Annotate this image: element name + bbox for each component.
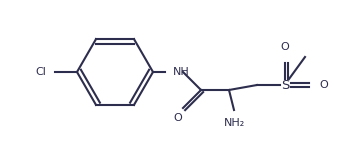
Text: S: S bbox=[281, 78, 289, 91]
Text: O: O bbox=[319, 80, 328, 90]
Text: NH₂: NH₂ bbox=[223, 118, 245, 128]
Text: NH: NH bbox=[173, 67, 190, 77]
Text: O: O bbox=[281, 42, 289, 52]
Text: O: O bbox=[174, 113, 182, 123]
Text: Cl: Cl bbox=[35, 67, 46, 77]
